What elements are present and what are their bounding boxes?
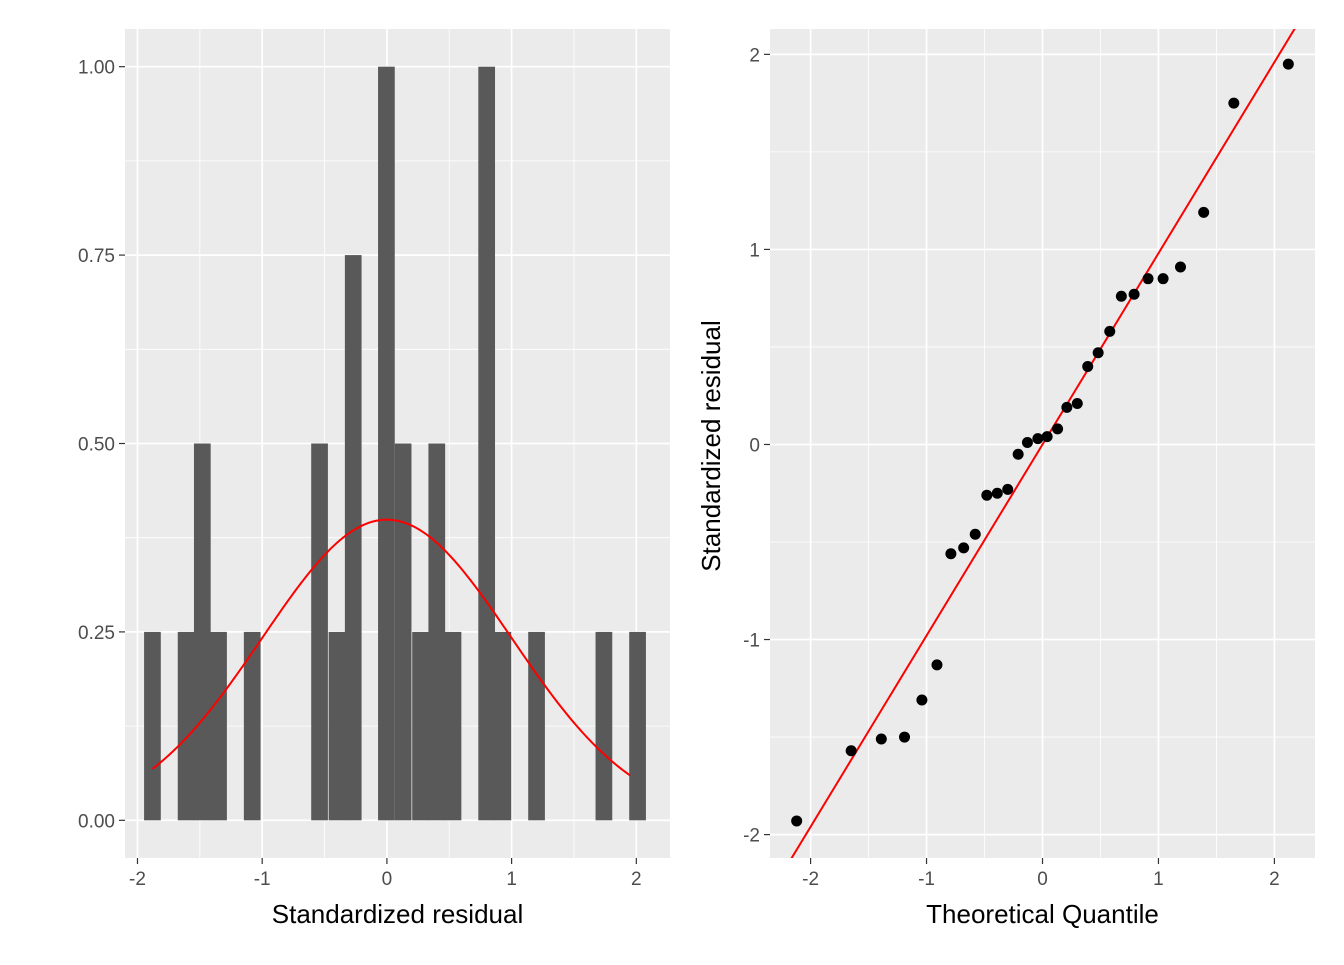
histogram-panel: -2 -1 0 1 2 0.00 0.25 0.50 0.75 1.00 <box>78 29 670 890</box>
qq-point <box>1174 261 1186 273</box>
histogram-bar <box>193 443 211 821</box>
histogram-bar <box>478 66 496 821</box>
qq-x-tick-label: 2 <box>1269 869 1280 890</box>
histogram-bar <box>344 255 362 821</box>
qq-point <box>1082 360 1094 372</box>
histogram-x-tick-label: -2 <box>129 869 146 890</box>
qq-plot-panel: -2 -1 0 1 2 -2 -1 0 1 2 <box>743 29 1315 890</box>
histogram-bar <box>595 631 613 821</box>
qq-point <box>945 548 957 560</box>
qq-x-tick-label: 0 <box>1037 869 1048 890</box>
qq-point <box>916 694 928 706</box>
qq-y-tick-label: 0 <box>749 435 760 456</box>
qq-point <box>1128 288 1140 300</box>
histogram-y-tick-label: 0.25 <box>78 623 115 644</box>
qq-point <box>1198 206 1210 218</box>
histogram-x-axis-title: Standardized residual <box>272 899 524 929</box>
histogram-bar <box>378 66 395 821</box>
qq-point <box>899 731 911 743</box>
histogram-bar <box>311 443 328 821</box>
histogram-bar <box>444 631 462 821</box>
qq-point <box>1021 437 1033 449</box>
qq-point <box>969 528 981 540</box>
qq-point <box>1104 325 1116 337</box>
qq-point <box>1142 273 1154 285</box>
histogram-bar <box>412 631 429 821</box>
qq-y-tick-label: 1 <box>749 240 760 261</box>
histogram-bar <box>177 631 195 821</box>
histogram-bar <box>494 631 512 821</box>
qq-point <box>1012 448 1024 460</box>
qq-point <box>1032 433 1044 445</box>
histogram-y-tick-label: 0.75 <box>78 246 115 267</box>
qq-point <box>981 489 993 501</box>
qq-point <box>1115 290 1127 302</box>
qq-point <box>1002 483 1014 495</box>
histogram-x-tick-label: 0 <box>382 869 393 890</box>
qq-x-tick-label: -1 <box>918 869 935 890</box>
histogram-bar <box>144 631 161 821</box>
qq-point <box>1061 401 1073 413</box>
qq-point <box>931 659 943 671</box>
qq-x-tick-label: 1 <box>1153 869 1164 890</box>
qq-y-tick-label: -1 <box>743 631 760 652</box>
qq-y-axis-title: Standardized residual <box>696 320 726 572</box>
qq-point <box>791 815 803 827</box>
histogram-x-tick-label: 1 <box>506 869 517 890</box>
qq-point <box>1092 347 1104 359</box>
histogram-bar <box>428 443 446 821</box>
histogram-y-tick-label: 0.50 <box>78 435 115 456</box>
histogram-x-tick-label: 2 <box>631 869 642 890</box>
histogram-bar <box>629 631 646 821</box>
histogram-bar <box>243 631 261 821</box>
qq-point <box>1157 273 1169 285</box>
qq-point <box>875 733 887 745</box>
qq-point <box>1282 58 1294 70</box>
qq-point <box>1228 97 1240 109</box>
qq-point <box>1041 431 1053 443</box>
histogram-bar <box>210 631 227 821</box>
histogram-y-tick-label: 1.00 <box>78 58 115 79</box>
qq-point <box>1071 398 1083 410</box>
histogram-bar <box>328 631 346 821</box>
qq-reference-line <box>790 29 1296 858</box>
qq-point <box>845 745 857 757</box>
qq-point <box>991 487 1003 499</box>
histogram-bar <box>394 443 412 821</box>
normal-density-curve <box>151 518 631 777</box>
histogram-bar <box>528 631 545 821</box>
histogram-y-tick-label: 0.00 <box>78 811 115 832</box>
histogram-x-tick-label: -1 <box>254 869 271 890</box>
qq-point <box>1052 423 1064 435</box>
qq-y-tick-label: 2 <box>749 45 760 66</box>
qq-y-tick-label: -2 <box>743 826 760 847</box>
qq-x-tick-label: -2 <box>802 869 819 890</box>
qq-x-axis-title: Theoretical Quantile <box>926 899 1159 929</box>
qq-point <box>958 542 970 554</box>
